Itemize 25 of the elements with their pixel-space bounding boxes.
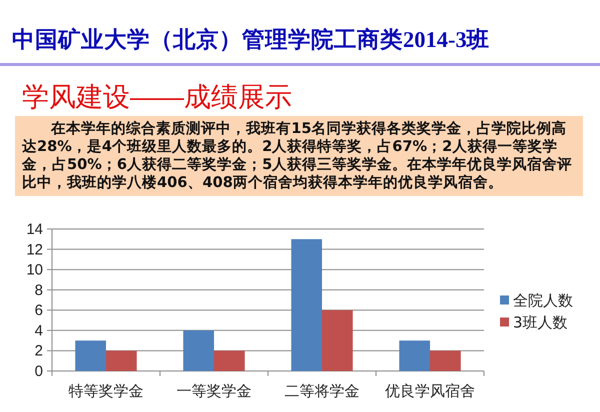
bar — [106, 350, 137, 371]
bar — [75, 340, 106, 371]
bar — [430, 350, 461, 371]
x-tick-label: 优良学风宿舍 — [385, 382, 475, 400]
bar — [183, 330, 214, 371]
y-tick-label: 8 — [34, 282, 43, 299]
bar — [214, 350, 245, 371]
legend-label: 3班人数 — [513, 314, 568, 332]
x-tick-label: 二等将学金 — [284, 382, 360, 400]
x-tick-label: 特等奖学金 — [68, 382, 144, 400]
y-tick-label: 2 — [34, 342, 43, 360]
bar — [291, 239, 322, 371]
subtitle: 学风建设——成绩展示 — [22, 82, 292, 112]
y-tick-label: 12 — [26, 241, 43, 258]
y-tick-label: 14 — [26, 221, 43, 238]
title: 中国矿业大学（北京）管理学院工商类2014-3班 — [12, 27, 490, 53]
bar — [399, 340, 430, 371]
annotation: 在本学年的综合素质测评中，我班有15名同学获得各类奖学金，占学院比例高达28%，是4个班级里人数最多的。2人获得特等奖，占67%；2人获得一等奖学金，占50%；6人获得二等奖学金；5人获得三等奖学金。在本学年优良学风宿舍评比中，我班的学八楼406、408两个宿舍均获得本学年的优良学风宿舍。 — [15, 116, 583, 196]
y-tick-label: 4 — [34, 322, 43, 340]
legend-label: 全院人数 — [513, 292, 573, 310]
y-tick-label: 6 — [34, 302, 43, 320]
y-tick-label: 10 — [26, 262, 43, 279]
x-tick-label: 一等奖学金 — [176, 382, 252, 400]
y-tick-label: 0 — [34, 363, 43, 380]
bar — [322, 310, 353, 371]
